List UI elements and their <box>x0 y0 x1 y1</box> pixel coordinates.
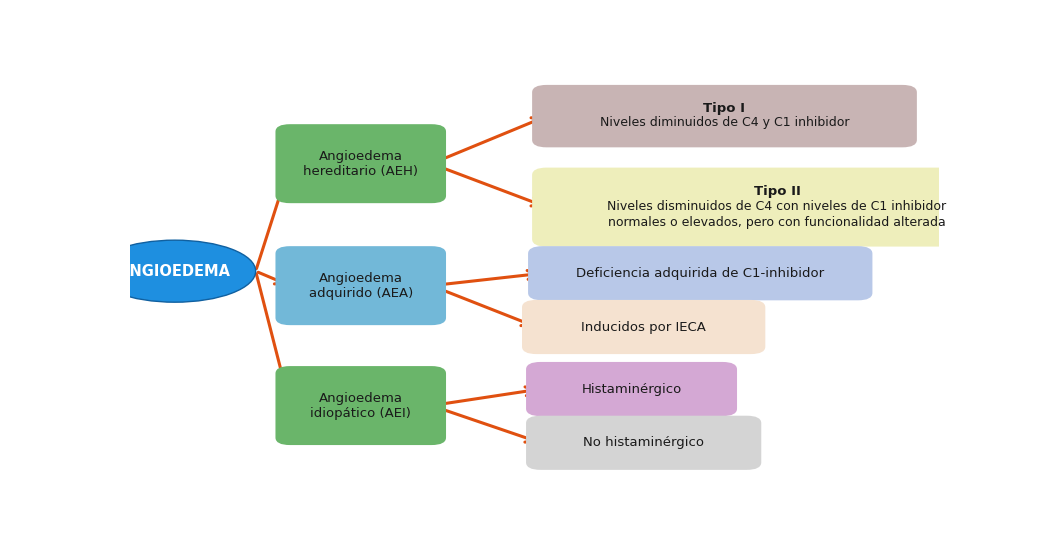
Text: Histaminérgico: Histaminérgico <box>581 382 682 396</box>
FancyBboxPatch shape <box>528 246 872 300</box>
Text: ANGIOEDEMA: ANGIOEDEMA <box>119 264 231 279</box>
Text: Tipo II: Tipo II <box>754 185 800 198</box>
Text: Angioedema
idiopático (AEI): Angioedema idiopático (AEI) <box>311 391 411 419</box>
Text: Niveles disminuidos de C4 con niveles de C1 inhibidor
normales o elevados, pero : Niveles disminuidos de C4 con niveles de… <box>607 200 947 229</box>
FancyBboxPatch shape <box>532 85 917 147</box>
Text: Niveles diminuidos de C4 y C1 inhibidor: Niveles diminuidos de C4 y C1 inhibidor <box>600 117 849 129</box>
FancyBboxPatch shape <box>532 168 1022 246</box>
Text: Angioedema
adquirido (AEA): Angioedema adquirido (AEA) <box>309 272 413 300</box>
Text: Deficiencia adquirida de C1-inhibidor: Deficiencia adquirida de C1-inhibidor <box>576 267 824 280</box>
FancyBboxPatch shape <box>522 300 766 354</box>
FancyBboxPatch shape <box>526 416 761 470</box>
Ellipse shape <box>94 240 256 302</box>
Text: Angioedema
hereditario (AEH): Angioedema hereditario (AEH) <box>304 150 418 178</box>
FancyBboxPatch shape <box>275 366 446 445</box>
Text: Inducidos por IECA: Inducidos por IECA <box>581 321 706 333</box>
FancyBboxPatch shape <box>275 246 446 325</box>
FancyBboxPatch shape <box>275 124 446 203</box>
FancyBboxPatch shape <box>526 362 737 416</box>
Text: No histaminérgico: No histaminérgico <box>583 436 704 449</box>
Text: Tipo I: Tipo I <box>703 101 746 114</box>
